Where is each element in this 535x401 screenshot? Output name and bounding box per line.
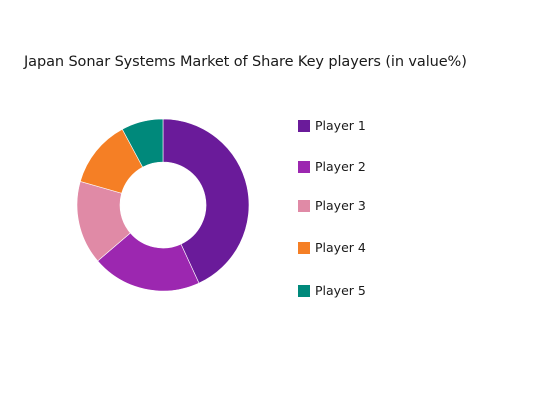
chart-title: Japan Sonar Systems Market of Share Key … <box>24 54 467 70</box>
legend-item-player-5: Player 5 <box>298 283 366 298</box>
legend-item-player-3: Player 3 <box>298 198 366 213</box>
legend-swatch <box>298 199 310 212</box>
donut-slice-1 <box>162 118 250 284</box>
legend-item-player-4: Player 4 <box>298 240 366 255</box>
legend-item-player-1: Player 1 <box>298 118 366 133</box>
legend-label: Player 3 <box>315 198 366 213</box>
legend-label: Player 4 <box>315 240 366 255</box>
legend-item-player-2: Player 2 <box>298 159 366 174</box>
legend-swatch <box>298 284 310 297</box>
legend-swatch <box>298 241 310 254</box>
legend-label: Player 1 <box>315 118 366 133</box>
legend-swatch <box>298 160 310 173</box>
legend-swatch <box>298 119 310 132</box>
legend-label: Player 2 <box>315 159 366 174</box>
legend-label: Player 5 <box>315 283 366 298</box>
donut-slice-5 <box>121 118 164 168</box>
